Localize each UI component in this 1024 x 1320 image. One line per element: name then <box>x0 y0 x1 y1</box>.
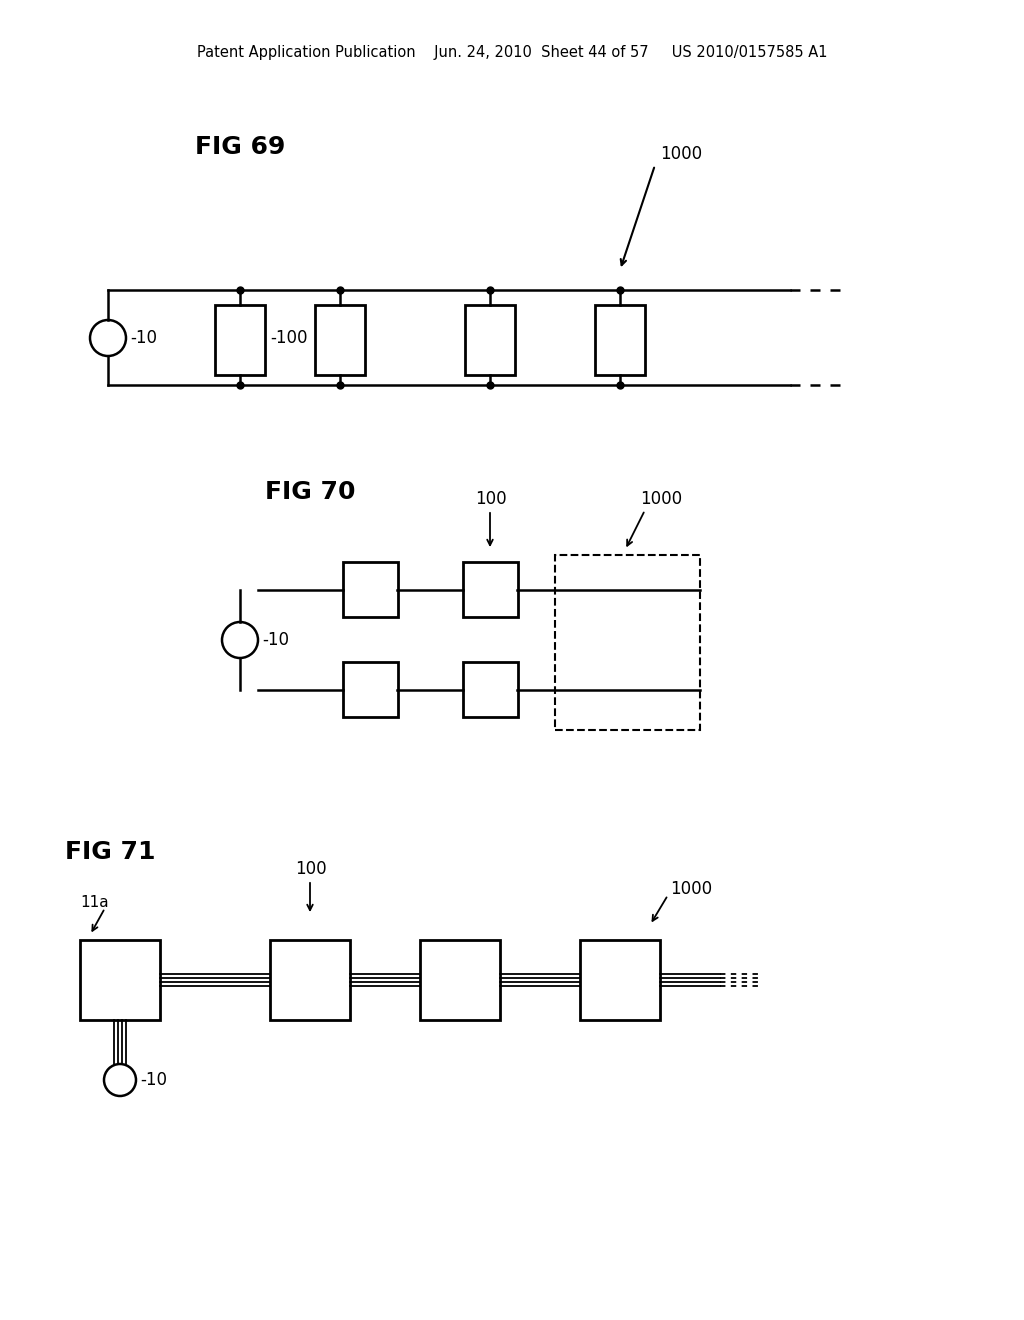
Text: FIG 71: FIG 71 <box>65 840 156 865</box>
Bar <box>270 940 350 1020</box>
Text: -10: -10 <box>262 631 289 649</box>
Text: -10: -10 <box>140 1071 167 1089</box>
Text: 100: 100 <box>475 490 507 508</box>
Bar <box>80 940 160 1020</box>
Text: 1000: 1000 <box>670 880 712 898</box>
Text: Patent Application Publication    Jun. 24, 2010  Sheet 44 of 57     US 2010/0157: Patent Application Publication Jun. 24, … <box>197 45 827 59</box>
Text: -100: -100 <box>270 329 307 347</box>
Bar <box>420 940 500 1020</box>
Bar <box>343 562 398 616</box>
Bar <box>463 663 518 717</box>
Text: 11a: 11a <box>80 895 109 909</box>
Text: FIG 70: FIG 70 <box>265 480 355 504</box>
Bar <box>595 305 645 375</box>
Bar <box>580 940 660 1020</box>
Bar <box>555 554 700 730</box>
Text: -10: -10 <box>130 329 157 347</box>
Text: 1000: 1000 <box>660 145 702 162</box>
Bar <box>315 305 365 375</box>
Bar <box>343 663 398 717</box>
Bar <box>465 305 515 375</box>
Text: FIG 69: FIG 69 <box>195 135 286 158</box>
Text: 1000: 1000 <box>640 490 682 508</box>
Bar <box>463 562 518 616</box>
Text: 100: 100 <box>295 861 327 878</box>
Bar <box>215 305 265 375</box>
